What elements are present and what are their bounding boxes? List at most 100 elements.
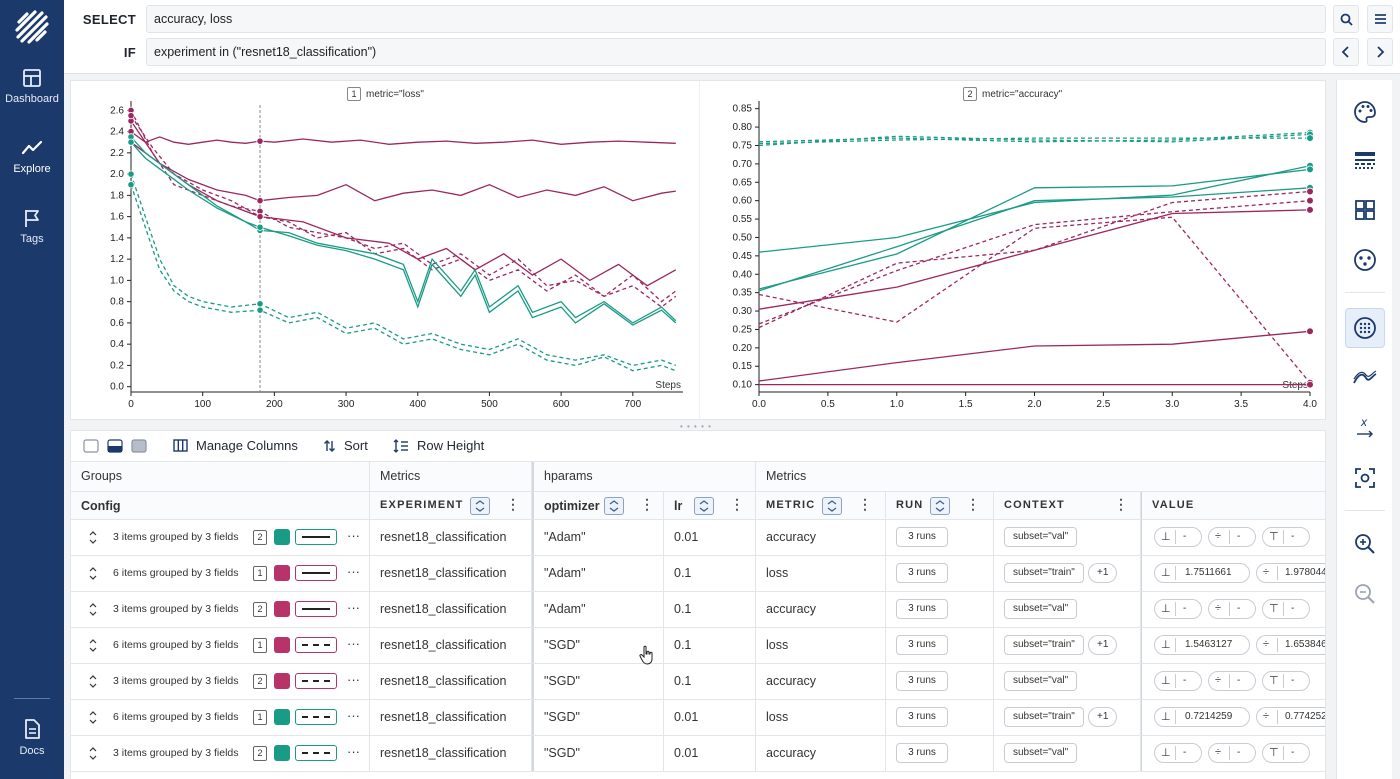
color-swatch[interactable] bbox=[274, 709, 290, 725]
column-menu-icon[interactable]: ⋮ bbox=[1114, 496, 1130, 512]
stroke-style-swatch[interactable] bbox=[295, 601, 337, 617]
accuracy-chart[interactable]: 0.10 0.15 0.20 0.25 0.30 0.35 0.40 0.45 0.50 0.55… bbox=[700, 81, 1327, 421]
column-header-run[interactable]: RUN ⋮ bbox=[886, 492, 994, 520]
color-swatch[interactable] bbox=[274, 673, 290, 689]
row-height-button[interactable]: Row Height bbox=[393, 438, 484, 453]
expand-collapse-icon[interactable] bbox=[89, 711, 97, 724]
stroke-style-button[interactable] bbox=[1345, 141, 1385, 181]
column-group-toggle-icon[interactable] bbox=[930, 497, 950, 515]
column-menu-icon[interactable]: ⋮ bbox=[858, 496, 874, 512]
previous-button[interactable] bbox=[1333, 38, 1359, 66]
table-row[interactable]: 3 items grouped by 3 fields 2 ··· resnet… bbox=[71, 592, 1325, 628]
aim-logo[interactable] bbox=[13, 8, 51, 46]
runs-badge[interactable]: 3 runs bbox=[896, 671, 948, 691]
nav-tags[interactable]: Tags bbox=[0, 202, 64, 262]
runs-badge[interactable]: 3 runs bbox=[896, 599, 948, 619]
column-group-toggle-icon[interactable] bbox=[822, 497, 842, 515]
value-min-pill[interactable]: ÷ - bbox=[1208, 671, 1256, 691]
table-view-half-icon[interactable] bbox=[107, 439, 123, 453]
palette-button[interactable] bbox=[1345, 92, 1385, 132]
value-mean-pill[interactable]: ÷ 0.774252 bbox=[1256, 707, 1325, 727]
column-header-context[interactable]: CONTEXT ⋮ bbox=[994, 492, 1141, 520]
row-more-icon[interactable]: ··· bbox=[347, 600, 360, 615]
loss-chart[interactable]: 0.0 0.2 0.4 0.6 0.8 1.0 1.2 1.4 1.6 1.8 2.0 2.2 2.4 2… bbox=[71, 81, 699, 421]
value-mean-pill[interactable]: ÷ 1.653846 bbox=[1256, 635, 1325, 655]
table-view-full-icon[interactable] bbox=[131, 439, 147, 453]
table-row[interactable]: 6 items grouped by 3 fields 1 ··· resnet… bbox=[71, 700, 1325, 736]
row-more-icon[interactable]: ··· bbox=[347, 636, 360, 651]
next-button[interactable] bbox=[1367, 38, 1393, 66]
expand-collapse-icon[interactable] bbox=[89, 747, 97, 760]
value-last-pill[interactable]: ⊥ - bbox=[1154, 743, 1202, 763]
table-row[interactable]: 6 items grouped by 3 fields 1 ··· resnet… bbox=[71, 628, 1325, 664]
value-last-pill[interactable]: ⊥ 1.7511661 bbox=[1154, 563, 1250, 583]
zoom-select-button[interactable] bbox=[1345, 458, 1385, 498]
column-menu-icon[interactable]: ⋮ bbox=[966, 496, 982, 512]
context-badge[interactable]: subset="train" bbox=[1004, 635, 1084, 655]
context-badge[interactable]: subset="val" bbox=[1004, 743, 1078, 763]
stroke-style-swatch[interactable] bbox=[295, 745, 337, 761]
runs-badge[interactable]: 3 runs bbox=[896, 527, 948, 547]
expand-collapse-icon[interactable] bbox=[89, 531, 97, 544]
stroke-style-swatch[interactable] bbox=[295, 673, 337, 689]
table-row[interactable]: 6 items grouped by 3 fields 1 ··· resnet… bbox=[71, 556, 1325, 592]
context-more-badge[interactable]: +1 bbox=[1088, 635, 1118, 655]
value-last-pill[interactable]: ⊥ 1.5463127 bbox=[1154, 635, 1250, 655]
row-more-icon[interactable]: ··· bbox=[347, 528, 360, 543]
column-header-value[interactable]: VALUE bbox=[1141, 492, 1325, 520]
expand-collapse-icon[interactable] bbox=[89, 675, 97, 688]
expand-collapse-icon[interactable] bbox=[89, 639, 97, 652]
value-last-pill[interactable]: ⊥ - bbox=[1154, 527, 1202, 547]
manage-columns-button[interactable]: Manage Columns bbox=[173, 438, 298, 453]
color-swatch[interactable] bbox=[274, 565, 290, 581]
nav-docs[interactable]: Docs bbox=[0, 712, 64, 772]
aggregation-button[interactable] bbox=[1345, 240, 1385, 280]
stroke-style-swatch[interactable] bbox=[295, 529, 337, 545]
value-min-pill[interactable]: ÷ - bbox=[1208, 527, 1256, 547]
row-more-icon[interactable]: ··· bbox=[347, 672, 360, 687]
zoom-out-button[interactable] bbox=[1345, 574, 1385, 614]
table-view-hide-icon[interactable] bbox=[83, 439, 99, 453]
column-header-lr[interactable]: lr ⋮ bbox=[664, 492, 756, 520]
row-more-icon[interactable]: ··· bbox=[347, 708, 360, 723]
value-last-pill[interactable]: ⊥ - bbox=[1154, 599, 1202, 619]
color-swatch[interactable] bbox=[274, 745, 290, 761]
column-group-toggle-icon[interactable] bbox=[694, 497, 714, 515]
runs-badge[interactable]: 3 runs bbox=[896, 743, 948, 763]
context-badge[interactable]: subset="val" bbox=[1004, 527, 1078, 547]
table-row[interactable]: 3 items grouped by 3 fields 2 ··· resnet… bbox=[71, 520, 1325, 556]
color-swatch[interactable] bbox=[274, 529, 290, 545]
context-more-badge[interactable]: +1 bbox=[1088, 707, 1118, 727]
value-min-pill[interactable]: ÷ - bbox=[1208, 743, 1256, 763]
row-more-icon[interactable]: ··· bbox=[347, 744, 360, 759]
table-row[interactable]: 3 items grouped by 3 fields 2 ··· resnet… bbox=[71, 664, 1325, 700]
runs-badge[interactable]: 3 runs bbox=[896, 635, 948, 655]
nav-explore[interactable]: Explore bbox=[0, 132, 64, 192]
value-max-pill[interactable]: ⊤ - bbox=[1262, 671, 1310, 691]
panel-resize-handle[interactable]: • • • • • bbox=[680, 422, 712, 431]
table-row[interactable]: 3 items grouped by 3 fields 2 ··· resnet… bbox=[71, 736, 1325, 772]
stroke-style-swatch[interactable] bbox=[295, 709, 337, 725]
color-swatch[interactable] bbox=[274, 601, 290, 617]
select-input[interactable]: accuracy, loss bbox=[146, 5, 1326, 33]
value-max-pill[interactable]: ⊤ - bbox=[1262, 527, 1310, 547]
column-menu-icon[interactable]: ⋮ bbox=[640, 496, 654, 512]
runs-badge[interactable]: 3 runs bbox=[896, 563, 948, 583]
value-last-pill[interactable]: ⊥ 0.7214259 bbox=[1154, 707, 1250, 727]
stroke-style-swatch[interactable] bbox=[295, 565, 337, 581]
value-max-pill[interactable]: ⊤ - bbox=[1262, 599, 1310, 619]
value-last-pill[interactable]: ⊥ - bbox=[1154, 671, 1202, 691]
nav-dashboard[interactable]: Dashboard bbox=[0, 62, 64, 122]
column-header-experiment[interactable]: EXPERIMENT ⋮ bbox=[370, 492, 532, 520]
color-swatch[interactable] bbox=[274, 637, 290, 653]
grid-layout-button[interactable] bbox=[1345, 190, 1385, 230]
row-more-icon[interactable]: ··· bbox=[347, 564, 360, 579]
value-min-pill[interactable]: ÷ - bbox=[1208, 599, 1256, 619]
column-group-toggle-icon[interactable] bbox=[604, 497, 624, 515]
highlight-mode-button[interactable] bbox=[1345, 308, 1385, 348]
menu-button[interactable] bbox=[1367, 5, 1393, 33]
stroke-style-swatch[interactable] bbox=[295, 637, 337, 653]
value-max-pill[interactable]: ⊤ - bbox=[1262, 743, 1310, 763]
context-badge[interactable]: subset="val" bbox=[1004, 599, 1078, 619]
column-header-config[interactable]: Config bbox=[71, 492, 370, 520]
